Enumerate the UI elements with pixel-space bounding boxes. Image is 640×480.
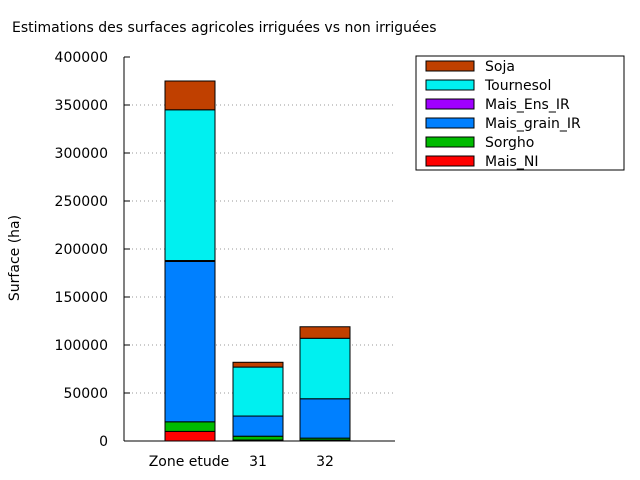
y-tick-label: 250000 — [55, 194, 108, 210]
legend: Soja Tournesol Mais_Ens_IR Mais_grain_IR Sor… — [415, 55, 625, 171]
y-tick-label: 200000 — [55, 242, 108, 258]
bar-segment-sorgho — [164, 421, 216, 432]
bar-segment-soja — [299, 326, 351, 339]
legend-swatch — [425, 136, 475, 148]
bar-segment-tournesol — [164, 109, 216, 262]
y-tick-label: 400000 — [55, 50, 108, 66]
bar-segment-sorgho — [232, 435, 284, 441]
legend-swatch — [425, 98, 475, 110]
bar-segment-tournesol — [232, 366, 284, 417]
y-tick-label: 350000 — [55, 98, 108, 114]
y-tick-label: 0 — [99, 434, 108, 450]
x-tick-label: 32 — [316, 454, 334, 470]
axes — [123, 56, 395, 442]
bar-segment-mais-grain-ir — [299, 398, 351, 439]
bar-segment-soja — [232, 361, 284, 368]
legend-label: Mais_grain_IR — [485, 116, 581, 132]
legend-swatch — [425, 79, 475, 91]
bars — [164, 80, 351, 442]
tick-labels: 0 50000 100000 150000 200000 250000 300000 3500… — [55, 50, 334, 470]
y-tick-label: 100000 — [55, 338, 108, 354]
bar-segment-mais-grain-ir — [164, 260, 216, 423]
legend-swatch — [425, 117, 475, 129]
y-tick-label: 50000 — [63, 386, 108, 402]
legend-swatch — [425, 60, 475, 72]
bar-segment-tournesol — [299, 337, 351, 400]
legend-label: Tournesol — [484, 78, 551, 94]
y-tick-label: 150000 — [55, 290, 108, 306]
y-axis-label: Surface (ha) — [7, 215, 23, 301]
bar-segment-mais-ni — [164, 430, 216, 442]
legend-label: Mais_NI — [485, 154, 538, 170]
chart-title: Estimations des surfaces agricoles irrig… — [12, 20, 437, 36]
legend-label: Sorgho — [485, 135, 534, 151]
x-tick-label: 31 — [249, 454, 267, 470]
x-tick-label: Zone etude — [149, 454, 230, 470]
y-tick-label: 300000 — [55, 146, 108, 162]
bar-segment-soja — [164, 80, 216, 111]
legend-label: Mais_Ens_IR — [485, 97, 570, 113]
legend-swatch — [425, 155, 475, 167]
legend-box — [415, 55, 625, 171]
legend-label: Soja — [485, 59, 515, 75]
bar-segment-mais-grain-ir — [232, 415, 284, 437]
